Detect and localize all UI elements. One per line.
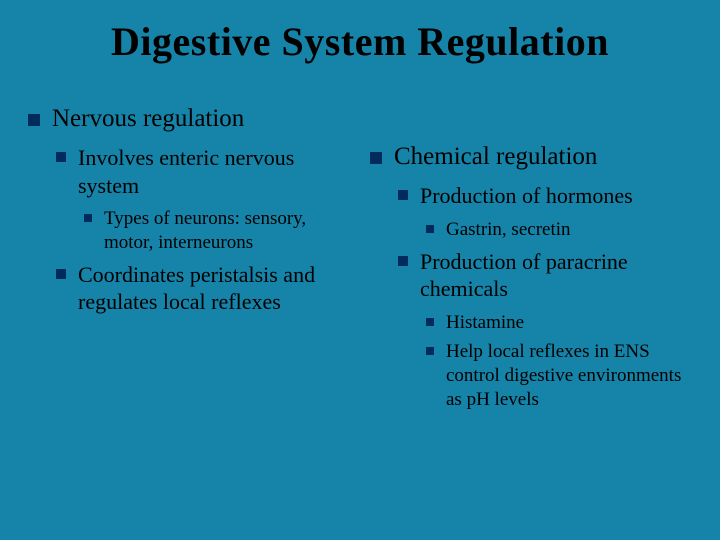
square-bullet-icon <box>398 190 408 200</box>
right-column: Chemical regulation Production of hormon… <box>370 141 692 418</box>
text-lvl3: Help local reflexes in ENS control diges… <box>446 340 692 411</box>
text-lvl1: Chemical regulation <box>394 141 597 172</box>
bullet-lvl2: Production of paracrine chemicals <box>398 248 692 303</box>
text-lvl2: Coordinates peristalsis and regulates lo… <box>78 261 350 316</box>
text-lvl2: Involves enteric nervous system <box>78 144 350 199</box>
slide-title: Digestive System Regulation <box>28 18 692 65</box>
bullet-lvl3: Gastrin, secretin <box>426 218 692 242</box>
text-lvl2: Production of hormones <box>420 182 633 210</box>
square-bullet-icon <box>426 347 434 355</box>
text-lvl2: Production of paracrine chemicals <box>420 248 692 303</box>
text-lvl3: Gastrin, secretin <box>446 218 571 242</box>
left-column: Nervous regulation Involves enteric nerv… <box>28 103 350 418</box>
bullet-lvl1: Chemical regulation <box>370 141 692 172</box>
square-bullet-icon <box>398 256 408 266</box>
bullet-lvl2: Involves enteric nervous system <box>56 144 350 199</box>
square-bullet-icon <box>84 214 92 222</box>
bullet-lvl1: Nervous regulation <box>28 103 350 134</box>
bullet-lvl3: Help local reflexes in ENS control diges… <box>426 340 692 411</box>
bullet-lvl2: Production of hormones <box>398 182 692 210</box>
square-bullet-icon <box>56 152 66 162</box>
square-bullet-icon <box>28 114 40 126</box>
square-bullet-icon <box>56 269 66 279</box>
text-lvl1: Nervous regulation <box>52 103 244 134</box>
content-columns: Nervous regulation Involves enteric nerv… <box>28 103 692 418</box>
bullet-lvl3: Histamine <box>426 311 692 335</box>
bullet-lvl2: Coordinates peristalsis and regulates lo… <box>56 261 350 316</box>
text-lvl3: Histamine <box>446 311 524 335</box>
bullet-lvl3: Types of neurons: sensory, motor, intern… <box>84 207 350 255</box>
square-bullet-icon <box>370 152 382 164</box>
square-bullet-icon <box>426 318 434 326</box>
square-bullet-icon <box>426 225 434 233</box>
text-lvl3: Types of neurons: sensory, motor, intern… <box>104 207 350 255</box>
slide: { "title": "Digestive System Regulation"… <box>0 0 720 540</box>
